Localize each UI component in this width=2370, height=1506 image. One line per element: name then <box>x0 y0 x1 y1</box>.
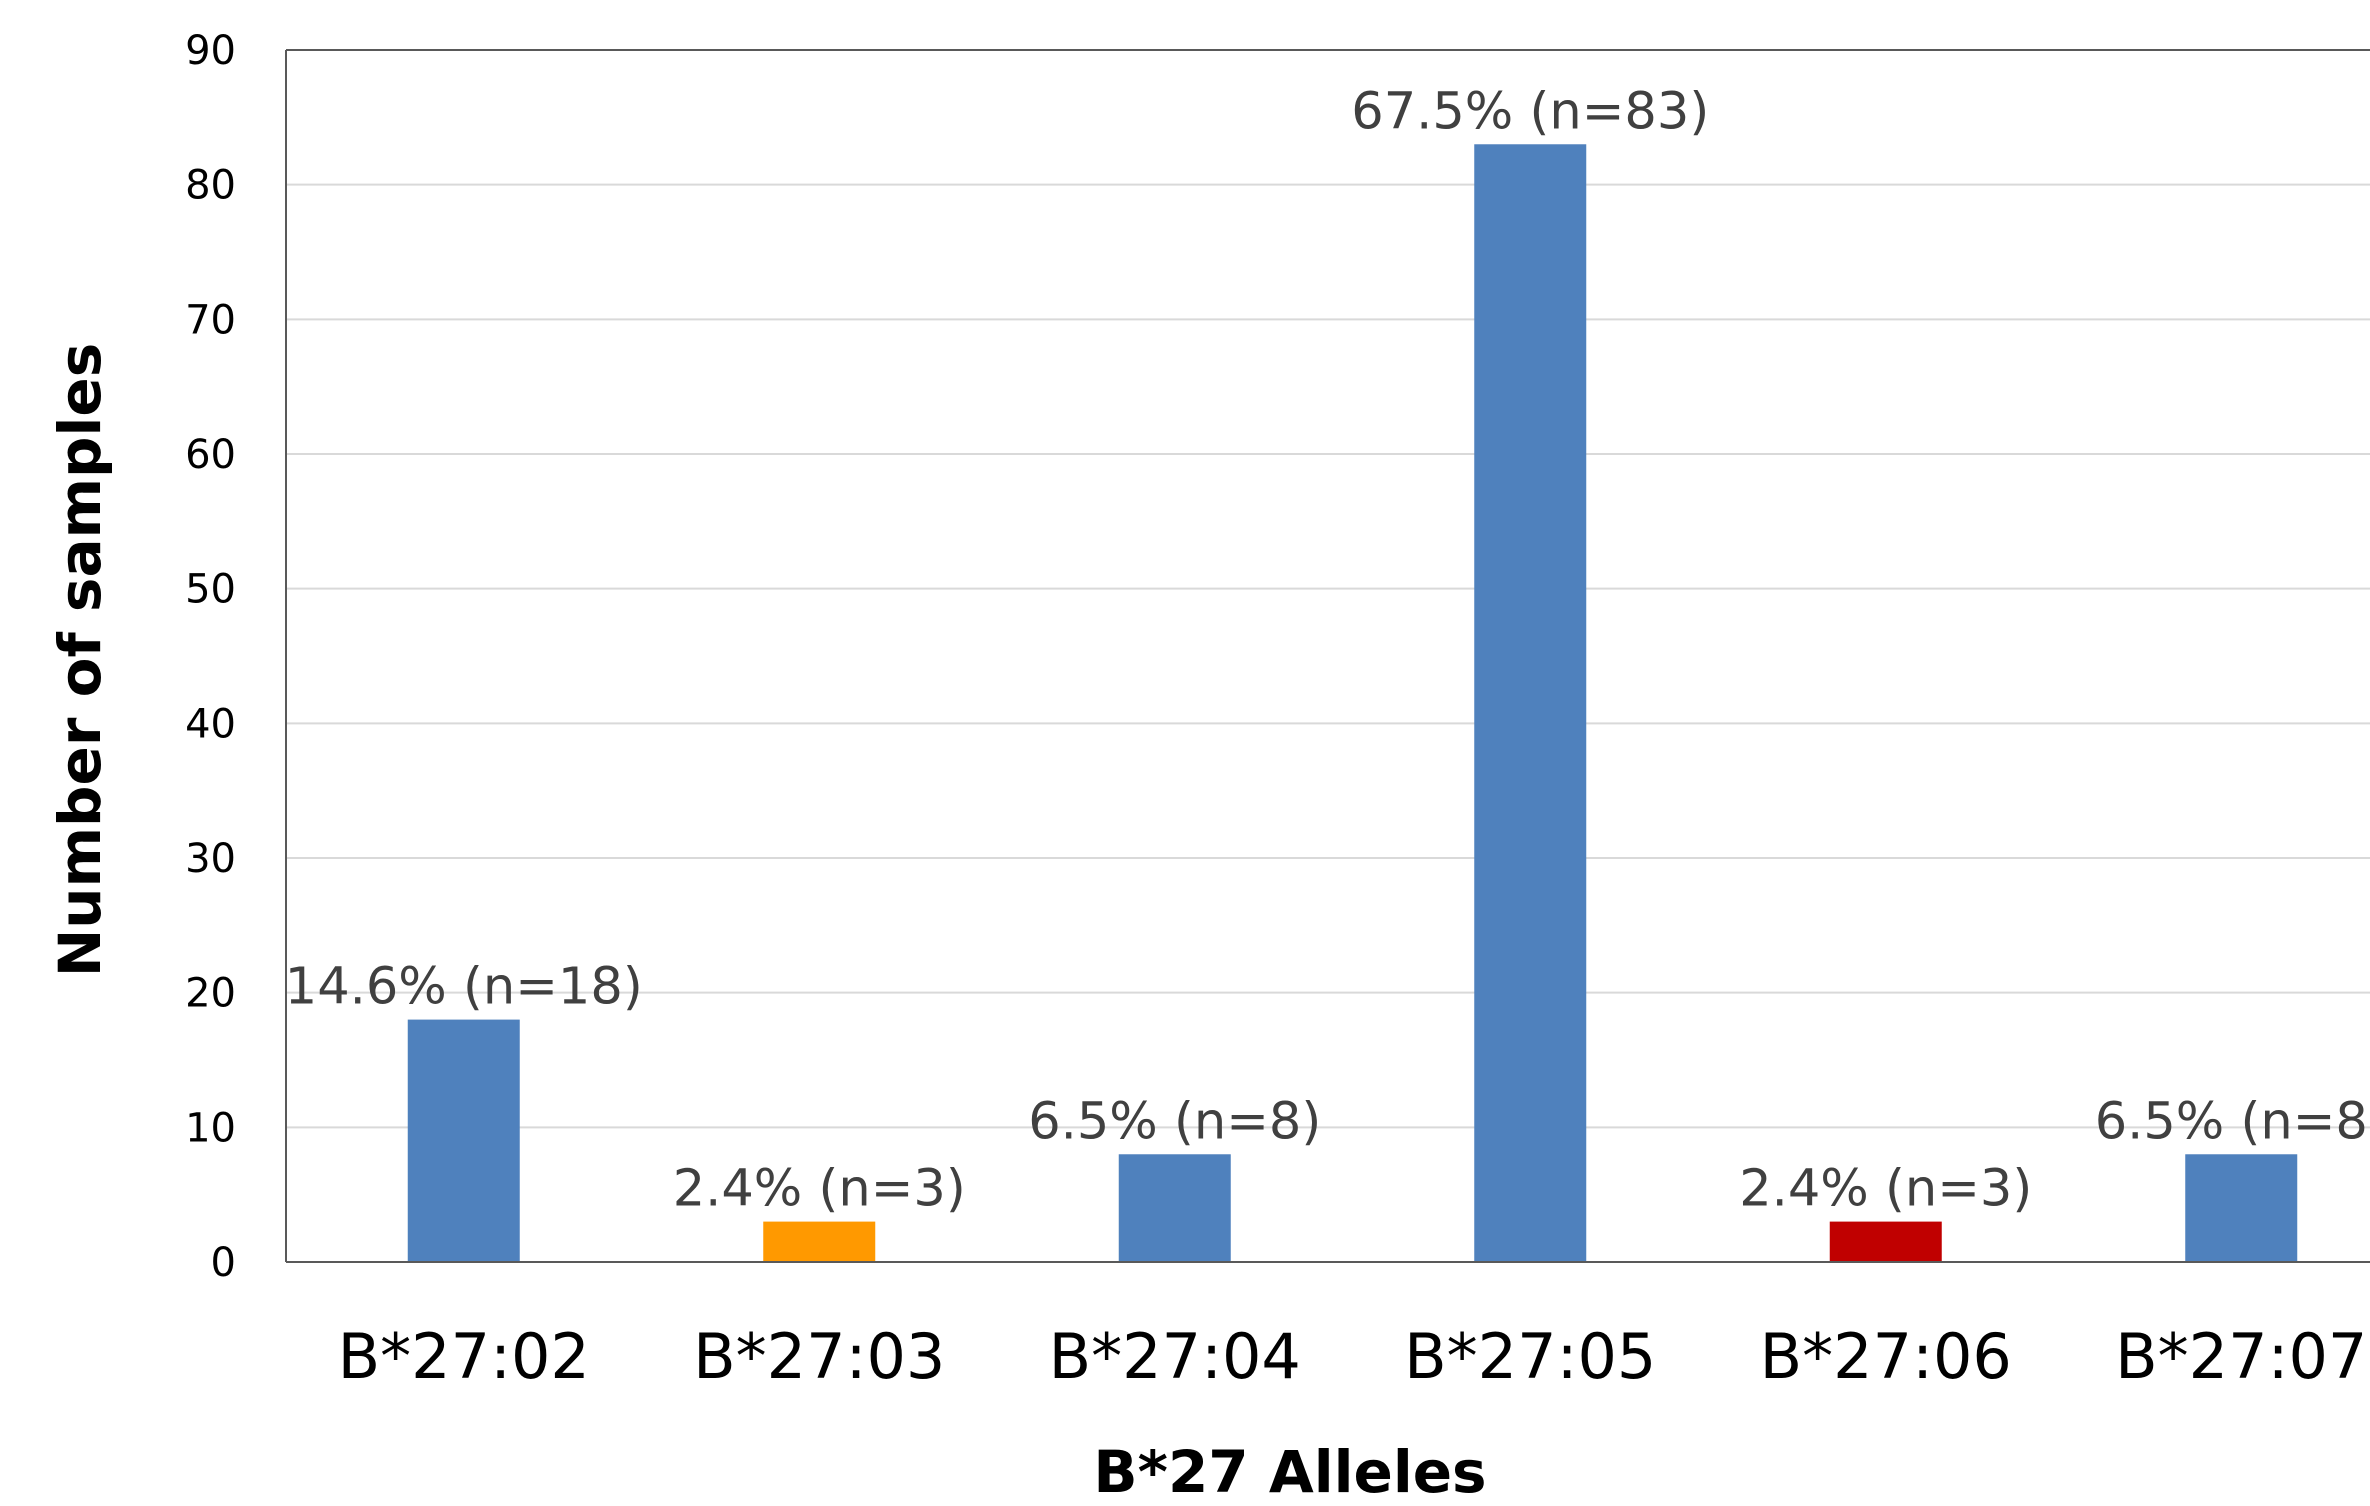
data-label: 67.5% (n=83) <box>1351 82 1709 141</box>
data-label: 14.6% (n=18) <box>285 958 643 1017</box>
bar <box>1829 1221 1942 1262</box>
bars <box>407 144 2298 1263</box>
bar <box>1474 144 1587 1263</box>
y-tick-label: 70 <box>185 297 236 343</box>
y-tick-label: 80 <box>185 163 236 209</box>
y-tick-label: 20 <box>185 971 236 1017</box>
bar <box>1118 1154 1231 1262</box>
x-axis-title: B*27 Alleles <box>1093 1438 1486 1501</box>
data-label: 2.4% (n=3) <box>1739 1160 2032 1219</box>
x-tick-label: B*27:04 <box>1049 1320 1301 1393</box>
bar <box>2185 1154 2298 1262</box>
x-tick-label: B*27:06 <box>1760 1320 2012 1393</box>
y-tick-label: 40 <box>185 701 236 747</box>
data-label: 6.5% (n=8) <box>2095 1092 2370 1151</box>
bar <box>763 1221 876 1262</box>
y-tick-label: 60 <box>185 432 236 478</box>
x-tick-label: B*27:03 <box>693 1320 945 1393</box>
axes: 0 10 20 30 40 50 60 70 80 90 B*27:02 B*27:03 B*27:04… <box>185 28 2370 1393</box>
x-tick-label: B*27:07 <box>2115 1320 2367 1393</box>
y-tick-label: 30 <box>185 836 236 882</box>
data-label: 6.5% (n=8) <box>1028 1092 1321 1151</box>
y-axis-title: Number of samples <box>46 343 114 978</box>
bar <box>407 1019 520 1262</box>
y-tick-label: 10 <box>185 1105 236 1151</box>
data-label: 2.4% (n=3) <box>673 1160 966 1219</box>
y-tick-label: 50 <box>185 567 236 613</box>
y-tick-label: 0 <box>211 1240 236 1286</box>
x-tick-label: B*27:05 <box>1404 1320 1656 1393</box>
data-labels: 14.6% (n=18) 2.4% (n=3) 6.5% (n=8) 67.5% (n… <box>285 82 2370 1218</box>
y-tick-label: 90 <box>185 28 236 74</box>
x-tick-label: B*27:02 <box>338 1320 590 1393</box>
